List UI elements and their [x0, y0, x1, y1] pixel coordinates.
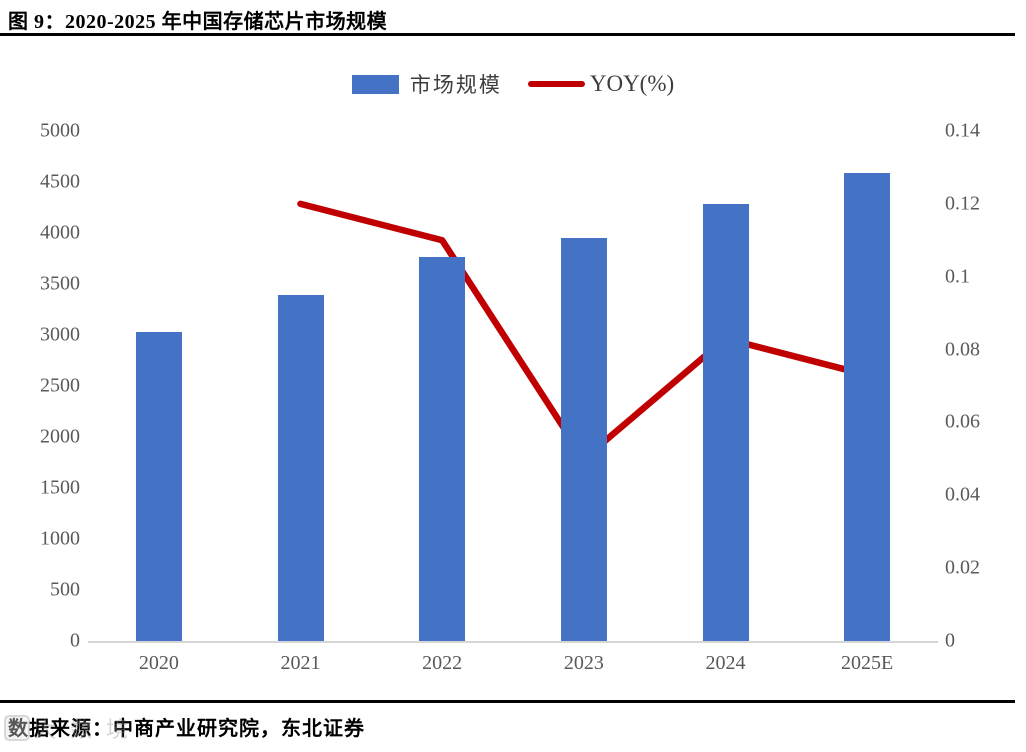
right-axis-tick: 0.06: [945, 410, 980, 433]
x-axis-tick: 2023: [563, 652, 604, 674]
left-axis-tick: 3000: [40, 323, 80, 346]
figure-title: 图 9：2020-2025 年中国存储芯片市场规模: [8, 11, 388, 33]
x-axis-tick: 2024: [705, 652, 746, 674]
legend-label: YOY(%): [589, 71, 675, 96]
x-axis-tick: 2025E: [841, 652, 894, 674]
bar-2021: [277, 295, 324, 641]
bar-series-swatch: [351, 74, 399, 94]
data-source-note: 数据来源：中商产业研究院，东北证券: [8, 718, 365, 740]
x-axis-line: [88, 641, 938, 643]
right-axis-tick: 0.04: [945, 483, 980, 506]
line-series-swatch: [527, 81, 585, 87]
legend-item-market-size: 市场规模: [351, 69, 528, 99]
left-axis-tick: 0: [70, 629, 80, 652]
bar-2020: [135, 332, 182, 641]
right-axis-tick: 0.12: [945, 192, 980, 215]
footer-divider: [0, 700, 1015, 703]
left-axis-tick: 5000: [40, 119, 80, 142]
bar-2025E: [844, 172, 891, 641]
x-axis-tick: 2020: [138, 652, 179, 674]
right-axis-tick: 0.02: [945, 556, 980, 579]
right-axis-tick: 0.1: [945, 265, 970, 288]
left-axis-tick: 500: [50, 578, 80, 601]
chart-legend: 市场规模 YOY(%): [0, 68, 1026, 100]
left-axis-tick: 1000: [40, 527, 80, 550]
left-axis-tick: 1500: [40, 476, 80, 499]
x-axis-tick: 2022: [422, 652, 463, 674]
left-axis-tick: 3500: [40, 272, 80, 295]
legend-label: 市场规模: [409, 73, 502, 97]
bar-2024: [702, 204, 749, 641]
legend-item-yoy: YOY(%): [527, 71, 675, 97]
bar-2023: [560, 238, 607, 641]
right-axis-tick: 0: [945, 629, 955, 652]
left-axis-tick: 2000: [40, 425, 80, 448]
x-axis-tick: 2021: [280, 652, 321, 674]
right-axis-tick: 0.08: [945, 338, 980, 361]
left-axis-tick: 4000: [40, 221, 80, 244]
right-axis-tick: 0.14: [945, 119, 980, 142]
left-axis-tick: 2500: [40, 374, 80, 397]
left-axis-tick: 4500: [40, 170, 80, 193]
title-divider: [0, 33, 1015, 36]
bar-2022: [419, 256, 466, 641]
